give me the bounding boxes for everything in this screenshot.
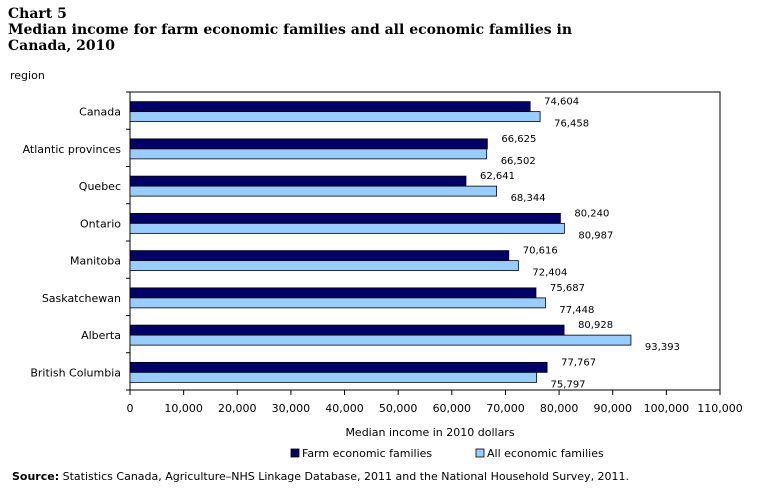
bar-farm-7 — [129, 361, 548, 373]
data-label: 76,458 — [554, 119, 589, 130]
x-tick-label: 80,000 — [540, 402, 579, 415]
bar-farm-0 — [129, 101, 531, 113]
chart-number: Chart 5 — [8, 6, 67, 22]
x-axis-title: Median income in 2010 dollars — [345, 426, 514, 439]
x-tick-label: 70,000 — [486, 402, 525, 415]
bar-all-1 — [129, 148, 488, 160]
source-text: Statistics Canada, Agriculture–NHS Linka… — [62, 470, 630, 483]
bar-all-7 — [129, 371, 537, 383]
data-label: 75,687 — [550, 283, 585, 294]
bar-farm-6 — [129, 324, 565, 336]
x-tick-label: 60,000 — [433, 402, 472, 415]
bar-all-2 — [129, 185, 497, 197]
data-label: 93,393 — [645, 342, 680, 353]
category-label: Saskatchewan — [42, 292, 121, 305]
source-note: Source: Statistics Canada, Agriculture–N… — [12, 470, 629, 483]
data-label: 68,344 — [511, 193, 546, 204]
data-label: 77,448 — [559, 305, 594, 316]
x-tick-label: 110,000 — [697, 402, 743, 415]
category-label: Atlantic provinces — [23, 143, 122, 156]
x-axis: 0 10,000 20,000 30,000 40,000 50,000 60,000 70,… — [127, 390, 743, 415]
x-tick-label: 10,000 — [164, 402, 203, 415]
category-label: British Columbia — [30, 366, 121, 379]
data-label: 66,625 — [501, 134, 536, 145]
data-label: 80,987 — [578, 230, 613, 241]
chart-title-line-1: Median income for farm economic families… — [8, 22, 573, 38]
bar-farm-1 — [129, 138, 488, 150]
chart-title-block: Chart 5 Median income for farm economic … — [8, 6, 628, 54]
data-label: 80,928 — [578, 320, 613, 331]
x-tick-label: 40,000 — [325, 402, 364, 415]
category-label: Manitoba — [70, 255, 121, 268]
data-label: 70,616 — [523, 246, 558, 257]
x-tick-label: 30,000 — [272, 402, 311, 415]
data-label: 62,641 — [480, 171, 515, 182]
data-label: 72,404 — [532, 268, 567, 279]
bar-all-6 — [129, 334, 632, 346]
bar-farm-4 — [129, 250, 510, 262]
bar-farm-5 — [129, 287, 537, 299]
bar-all-5 — [129, 297, 546, 309]
bars-group: 74,604 76,458 66,625 66,502 62,641 68,344 80,2… — [129, 97, 680, 390]
bar-farm-3 — [129, 212, 561, 224]
category-label: Ontario — [80, 217, 121, 230]
category-label: Alberta — [81, 329, 121, 342]
x-tick-label: 20,000 — [218, 402, 257, 415]
legend-swatch — [475, 448, 485, 458]
source-label: Source: — [12, 470, 60, 483]
bar-all-3 — [129, 222, 565, 234]
data-label: 66,502 — [501, 156, 536, 167]
bar-all-0 — [129, 111, 541, 123]
data-label: 80,240 — [574, 208, 609, 219]
bar-farm-2 — [129, 175, 467, 187]
data-label: 77,767 — [561, 357, 596, 368]
bar-all-4 — [129, 260, 519, 272]
data-label: 74,604 — [544, 97, 579, 108]
legend: Farm economic families All economic famil… — [290, 447, 604, 460]
legend-swatch — [290, 448, 300, 458]
category-label: Canada — [79, 106, 121, 119]
x-tick-label: 0 — [127, 402, 134, 415]
x-tick-label: 100,000 — [644, 402, 690, 415]
category-labels: Canada Atlantic provinces Quebec Ontario Man… — [23, 91, 130, 391]
x-tick-label: 50,000 — [379, 402, 418, 415]
y-axis-title: region — [10, 69, 45, 82]
data-label: 75,797 — [551, 379, 586, 390]
chart-title-line-2: Canada, 2010 — [8, 38, 116, 54]
x-tick-label: 90,000 — [593, 402, 632, 415]
legend-label: All economic families — [487, 447, 604, 460]
category-label: Quebec — [79, 180, 121, 193]
legend-label: Farm economic families — [302, 447, 432, 460]
